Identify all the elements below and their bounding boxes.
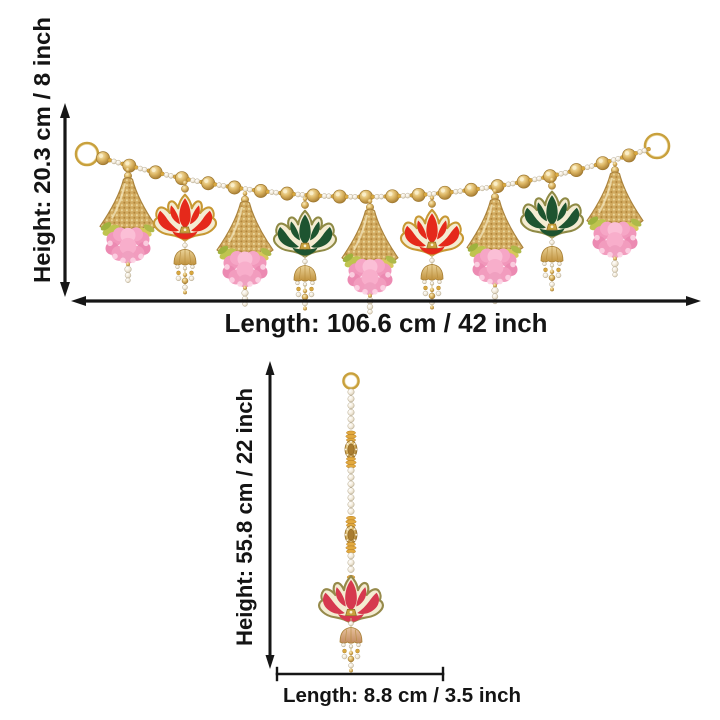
bottom-height-label: Height: 55.8 cm / 22 inch bbox=[232, 388, 257, 646]
arrowhead-down-icon bbox=[60, 282, 70, 297]
garland-bead-chain bbox=[96, 146, 651, 204]
ornament-gold-cone-pink-flower bbox=[586, 161, 644, 278]
top-height-dimension: Height: 20.3 cm / 8 inch bbox=[29, 17, 70, 297]
ornament-gold-cone-pink-flower bbox=[99, 167, 157, 283]
arrowhead-left-icon bbox=[71, 296, 86, 306]
ornament-red-lotus bbox=[152, 180, 218, 295]
latkan-ring bbox=[342, 372, 360, 390]
arrowhead-right-icon bbox=[686, 296, 701, 306]
top-length-dimension: Length: 106.6 cm / 42 inch bbox=[71, 296, 701, 338]
bottom-height-dimension: Height: 55.8 cm / 22 inch bbox=[232, 361, 275, 669]
ornament-gold-cone-pink-flower bbox=[466, 188, 524, 305]
latkan-pearl-chain bbox=[344, 388, 358, 580]
top-length-label: Length: 106.6 cm / 42 inch bbox=[225, 308, 548, 338]
top-height-label: Height: 20.3 cm / 8 inch bbox=[29, 17, 55, 283]
latkan-lotus bbox=[318, 574, 384, 625]
garland-end-ring-left bbox=[74, 141, 100, 167]
ornament-green-lotus bbox=[272, 196, 338, 311]
ornament-red-lotus bbox=[399, 195, 465, 310]
arrowhead-up-icon bbox=[265, 361, 275, 375]
arrowhead-up-icon bbox=[60, 103, 70, 118]
latkan-bell-tassel bbox=[339, 618, 363, 673]
arrowhead-down-icon bbox=[265, 655, 275, 669]
latkan-hanging bbox=[318, 372, 384, 673]
bottom-length-label: Length: 8.8 cm / 3.5 inch bbox=[283, 685, 521, 707]
toran-garland bbox=[74, 132, 671, 315]
bottom-length-dimension: Length: 8.8 cm / 3.5 inch bbox=[275, 666, 521, 707]
ornament-green-lotus bbox=[519, 177, 585, 292]
ornament-gold-cone-pink-flower bbox=[341, 198, 399, 315]
garland-end-ring-right bbox=[643, 132, 671, 160]
ornament-gold-cone-pink-flower bbox=[216, 191, 274, 307]
